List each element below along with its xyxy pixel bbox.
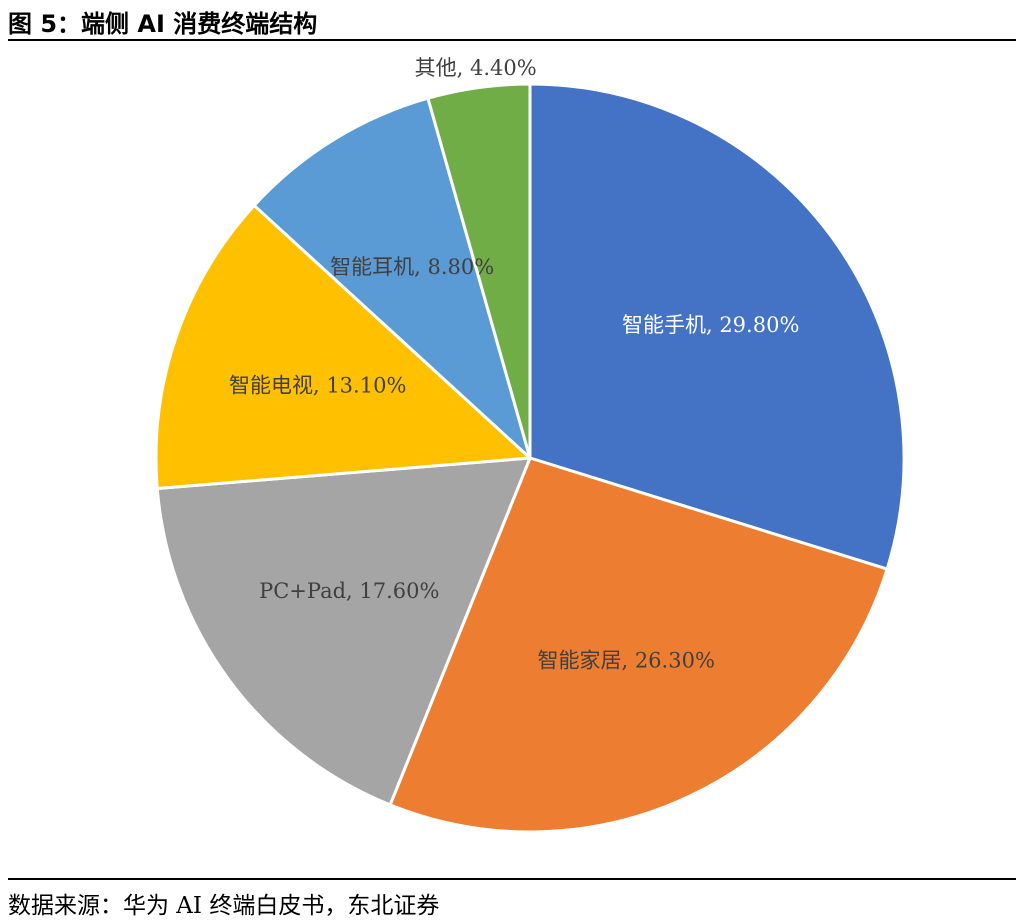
- figure-title: 图 5：端侧 AI 消费终端结构: [8, 10, 318, 38]
- pie-slice-1: [388, 456, 889, 834]
- pie-slice-2: [155, 456, 532, 807]
- pie-slices: [154, 82, 906, 834]
- pie-label-0: 智能手机, 29.80%: [622, 313, 799, 337]
- pie-label-2: PC+Pad, 17.60%: [259, 579, 439, 603]
- pie-slice-3: [154, 203, 532, 491]
- top-rule: [8, 39, 1016, 41]
- pie-slice-4: [252, 96, 532, 460]
- source-note: 数据来源：华为 AI 终端白皮书，东北证券: [8, 893, 440, 919]
- pie-labels: 智能手机, 29.80% 智能家居, 26.30% PC+Pad, 17.60% 智能…: [229, 56, 799, 673]
- pie-label-3: 智能电视, 13.10%: [229, 373, 406, 397]
- pie-slice-5: [426, 82, 532, 460]
- pie-slice-0: [528, 82, 906, 571]
- pie-label-1: 智能家居, 26.30%: [537, 649, 714, 673]
- pie-chart: 智能手机, 29.80% 智能家居, 26.30% PC+Pad, 17.60% 智能…: [154, 56, 906, 834]
- pie-label-4: 智能耳机, 8.80%: [330, 255, 494, 279]
- pie-label-5: 其他, 4.40%: [415, 56, 537, 80]
- bottom-rule: [8, 878, 1016, 880]
